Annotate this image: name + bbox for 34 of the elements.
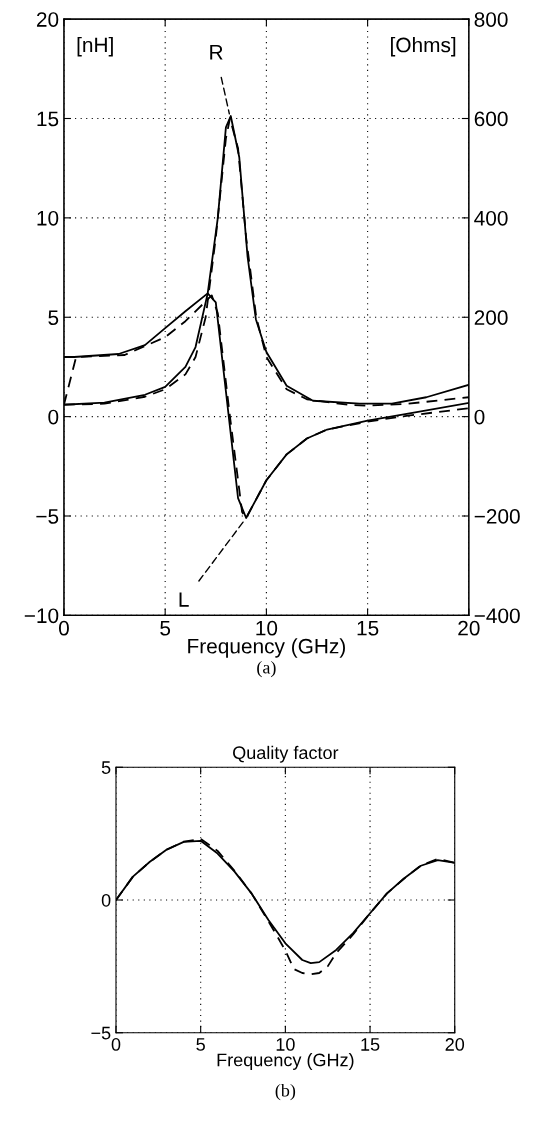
x-tick-label: 10 xyxy=(256,620,278,636)
y2-tick-label: 200 xyxy=(474,310,508,325)
y2-tick-label: 0 xyxy=(474,409,485,425)
annotation: [nH] xyxy=(77,37,113,57)
y-tick-label: −10 xyxy=(24,608,59,624)
y2-tick-label: −200 xyxy=(474,509,520,524)
x-tick-label: 20 xyxy=(445,1038,465,1051)
x-tick-label: 5 xyxy=(196,1038,205,1051)
y-tick-label: 15 xyxy=(37,111,59,127)
y-tick-label: 5 xyxy=(101,761,111,774)
annotation: [Ohms] xyxy=(391,37,456,57)
y2-tick-label: 600 xyxy=(474,111,508,127)
x-axis-title: Frequency (GHz) xyxy=(217,1053,354,1070)
y-tick-label: 0 xyxy=(101,893,111,907)
y-tick-label: −5 xyxy=(36,509,59,524)
y-tick-label: 20 xyxy=(36,12,59,27)
text: (b) xyxy=(275,1083,296,1101)
annotation: R xyxy=(210,45,223,60)
y-tick-label: 10 xyxy=(37,210,59,226)
x-tick-label: 10 xyxy=(276,1038,295,1051)
x-tick-label: 15 xyxy=(357,621,379,636)
y-tick-label: −5 xyxy=(91,1026,111,1040)
x-tick-label: 15 xyxy=(361,1038,380,1051)
x-axis-title: Frequency (GHz) xyxy=(188,638,345,658)
annotation: L xyxy=(179,592,189,607)
x-tick-label: 0 xyxy=(58,620,69,636)
y-tick-label: 0 xyxy=(48,409,59,425)
y-tick-label: 5 xyxy=(48,310,59,325)
x-tick-label: 0 xyxy=(111,1038,121,1051)
chart-title: Quality factor xyxy=(233,745,339,763)
y2-tick-label: 400 xyxy=(474,210,508,226)
y2-tick-label: 800 xyxy=(474,12,508,27)
x-tick-label: 5 xyxy=(160,621,171,636)
text: (a) xyxy=(257,660,276,678)
